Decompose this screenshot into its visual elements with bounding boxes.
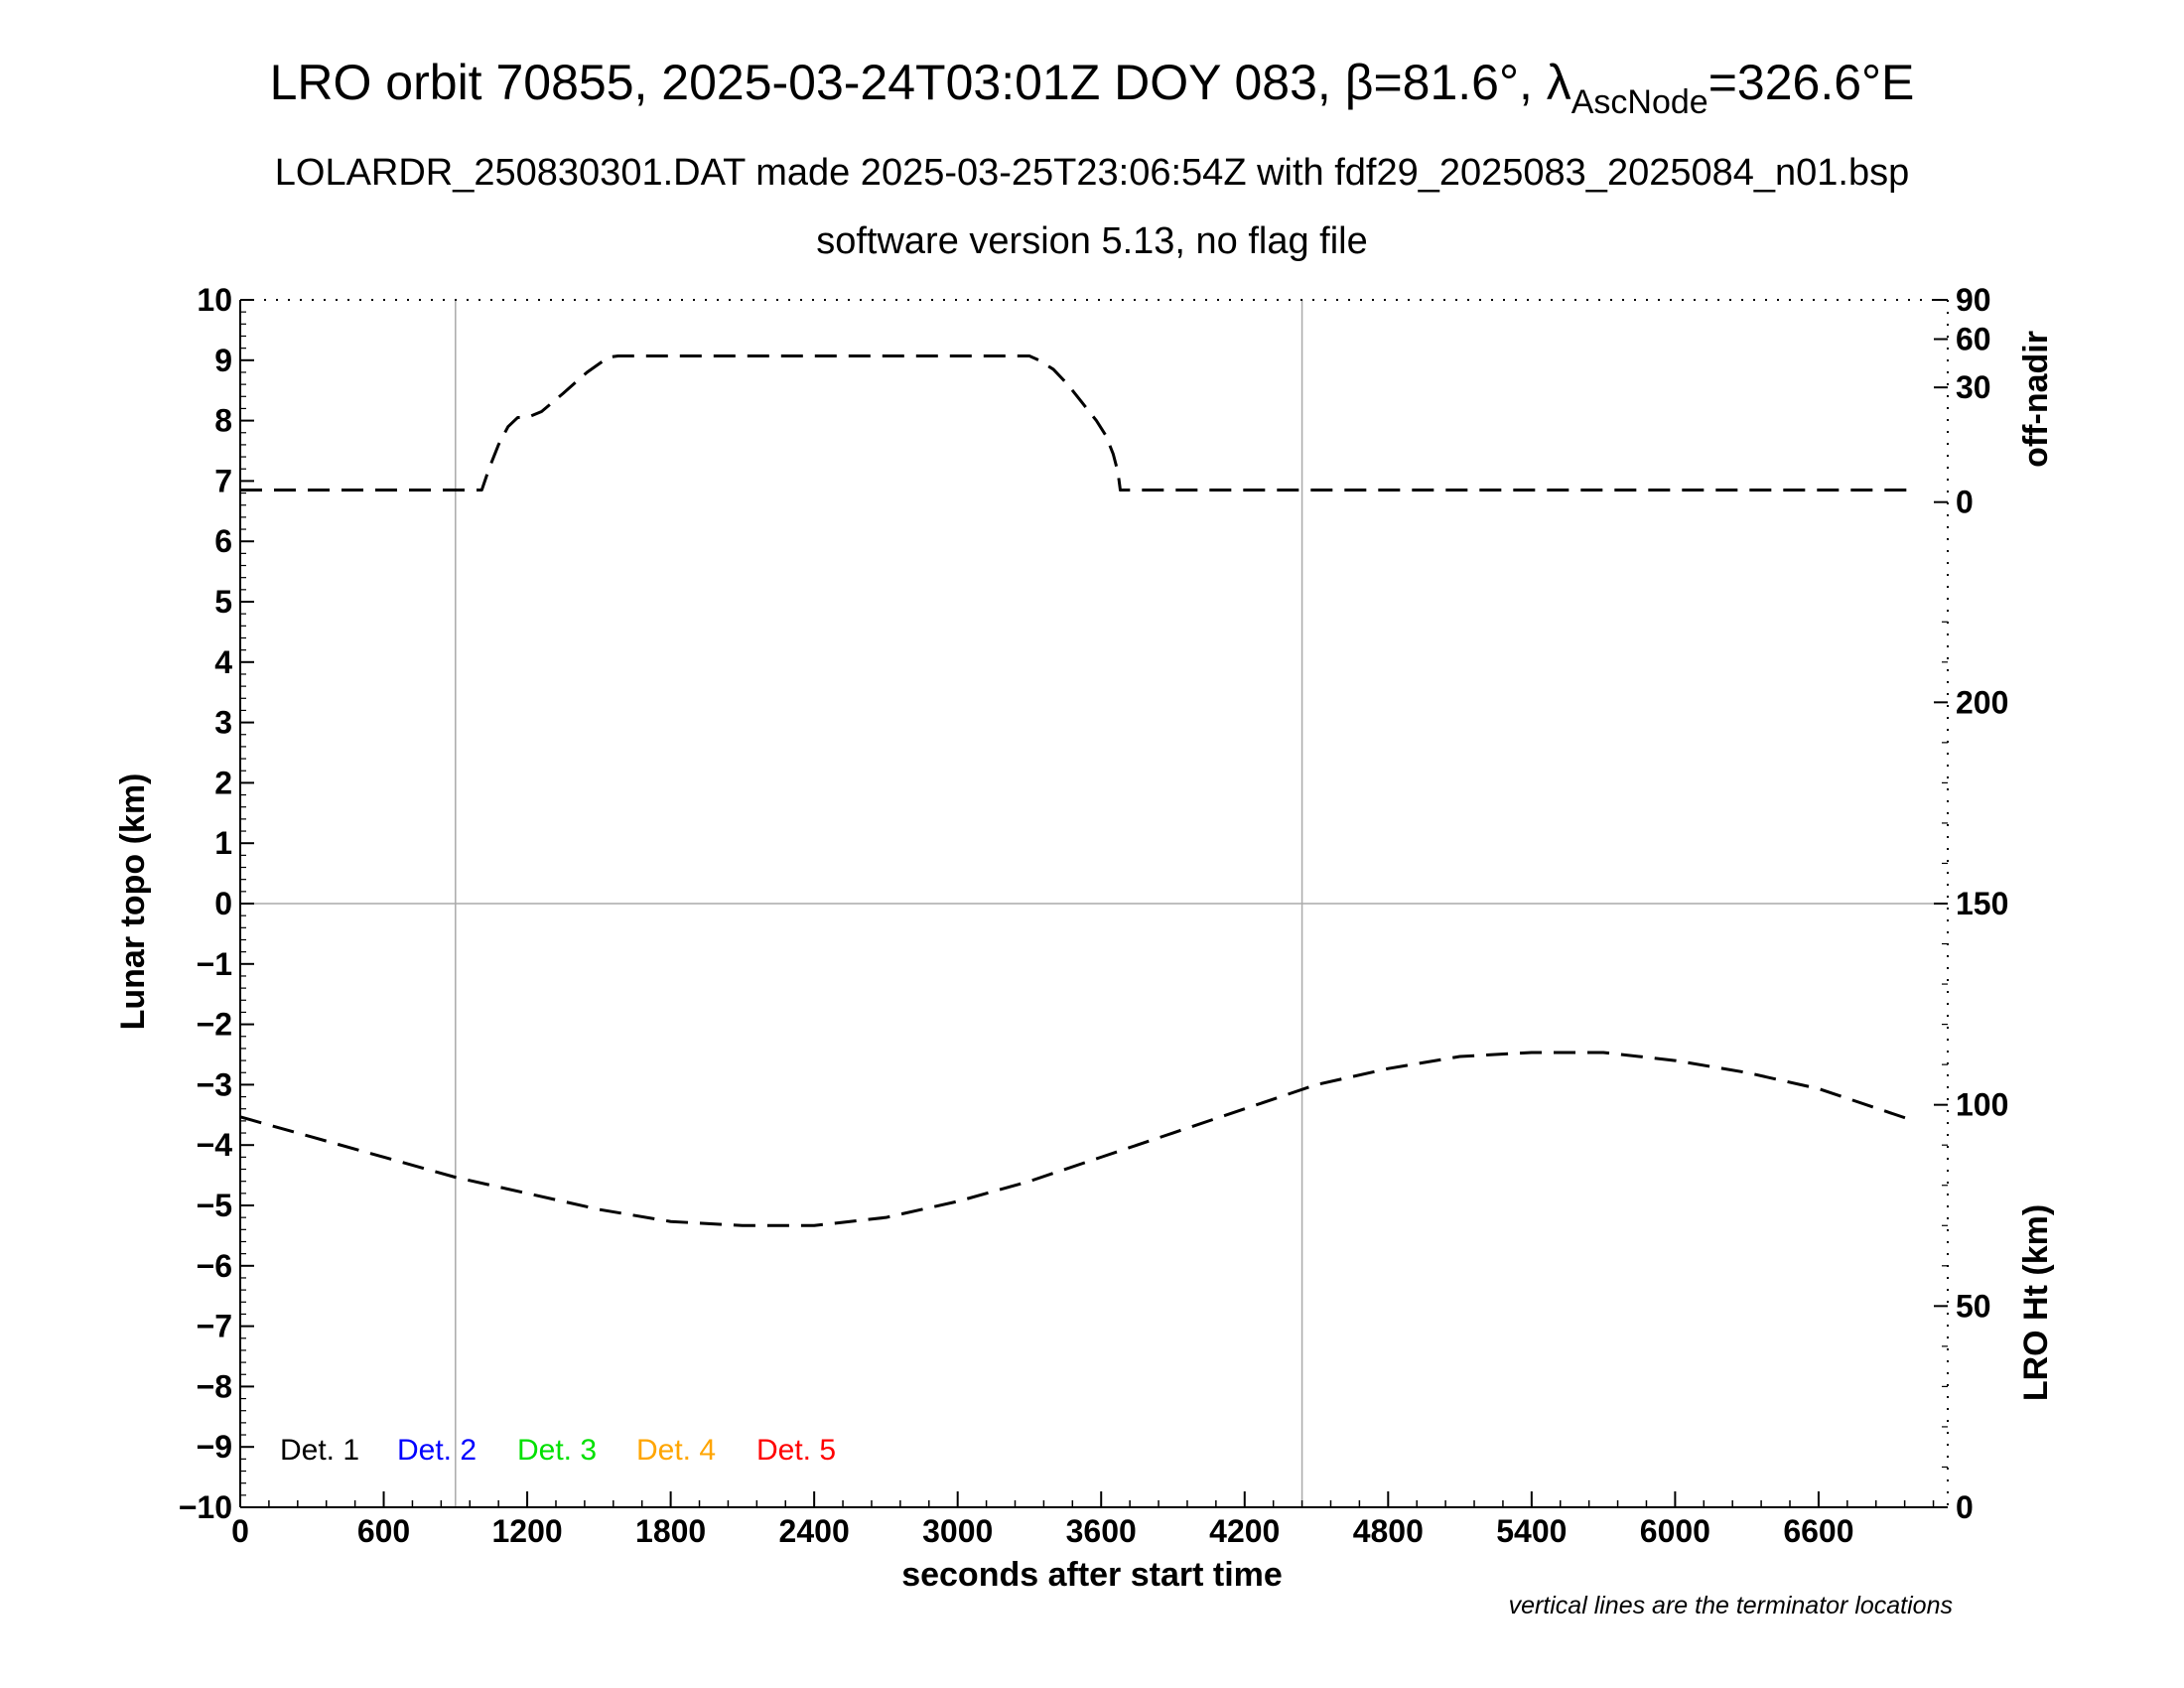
x-tick-label: 5400 (1496, 1513, 1567, 1549)
x-tick-label: 6600 (1783, 1513, 1853, 1549)
title-main: LRO orbit 70855, 2025-03-24T03:01Z DOY 0… (270, 55, 1571, 110)
lro-ht-tick-label: 100 (1956, 1087, 2008, 1123)
lro-ht-tick-label: 50 (1956, 1288, 1991, 1324)
x-tick-label: 4200 (1209, 1513, 1280, 1549)
y-axis-label-right-bottom: LRO Ht (km) (2017, 1204, 2055, 1401)
legend-item: Det. 5 (756, 1434, 836, 1467)
off-nadir-tick-label: 60 (1956, 322, 1991, 357)
y-tick-label: 9 (214, 343, 232, 378)
x-tick-label: 1800 (635, 1513, 706, 1549)
legend-item: Det. 4 (636, 1434, 716, 1467)
y-axis-label-right-top: off-nadir (2017, 331, 2055, 468)
y-tick-label: 8 (214, 403, 232, 439)
footnote: vertical lines are the terminator locati… (1509, 1592, 1953, 1619)
title-suffix: =326.6°E (1708, 55, 1915, 110)
off-nadir-tick-label: 30 (1956, 369, 1991, 405)
off-nadir-tick-label: 0 (1956, 485, 1974, 520)
y-tick-label: 6 (214, 523, 232, 559)
title-subscript: AscNode (1571, 83, 1708, 121)
x-tick-label: 1200 (491, 1513, 562, 1549)
chart-title: LRO orbit 70855, 2025-03-24T03:01Z DOY 0… (270, 55, 1915, 121)
y-tick-label: 3 (214, 705, 232, 741)
series-lines (239, 354, 1915, 1227)
x-axis-ticks: 0 600 1200 1800 2400 3000 3600 4200 4800 5400 6000… (231, 1491, 1935, 1549)
x-tick-label: 4800 (1353, 1513, 1424, 1549)
legend-item: Det. 1 (280, 1434, 359, 1467)
series-off-nadir (240, 354, 1912, 492)
y-tick-label: 5 (214, 584, 232, 620)
y-tick-label: −8 (197, 1368, 232, 1404)
grid-lines (240, 300, 1948, 1507)
x-tick-label: 6000 (1640, 1513, 1710, 1549)
lro-ht-tick-label: 150 (1956, 886, 2008, 921)
chart-subtitle: LOLARDR_250830301.DAT made 2025-03-25T23… (275, 152, 1910, 194)
y-tick-label: 0 (214, 886, 232, 921)
y-tick-label: 1 (214, 825, 232, 861)
y-tick-label: −1 (197, 946, 232, 982)
y-tick-label: −4 (197, 1127, 233, 1163)
lro-ht-tick-label: 0 (1956, 1489, 1974, 1525)
y-tick-label: 10 (197, 282, 232, 318)
legend-item: Det. 2 (397, 1434, 477, 1467)
x-tick-label: 3600 (1066, 1513, 1137, 1549)
right-axis-ticks: 90 60 30 0 200 150 100 50 0 (1934, 282, 2008, 1525)
y-tick-label: −10 (179, 1489, 232, 1525)
y-tick-label: −5 (197, 1188, 232, 1223)
y-axis-label-left: Lunar topo (km) (114, 774, 152, 1031)
y-tick-label: −7 (197, 1309, 232, 1344)
x-tick-label: 0 (231, 1513, 249, 1549)
y-tick-label: 7 (214, 463, 232, 498)
y-tick-label: −2 (197, 1007, 232, 1043)
series-lro-ht (239, 1051, 1915, 1227)
y-tick-label: −3 (197, 1066, 232, 1102)
y-tick-label: −6 (197, 1248, 232, 1284)
y-tick-label: −9 (197, 1429, 232, 1465)
lro-ht-tick-label: 200 (1956, 684, 2008, 720)
legend-item: Det. 3 (517, 1434, 597, 1467)
x-tick-label: 2400 (779, 1513, 850, 1549)
y-tick-label: 4 (214, 644, 232, 680)
off-nadir-tick-label: 90 (1956, 282, 1991, 318)
legend: Det. 1 Det. 2 Det. 3 Det. 4 Det. 5 (280, 1434, 836, 1467)
y-tick-label: 2 (214, 765, 232, 800)
x-tick-label: 600 (357, 1513, 410, 1549)
x-tick-label: 3000 (922, 1513, 993, 1549)
x-axis-label: seconds after start time (901, 1556, 1283, 1594)
chart-subtitle-2: software version 5.13, no flag file (816, 220, 1368, 262)
